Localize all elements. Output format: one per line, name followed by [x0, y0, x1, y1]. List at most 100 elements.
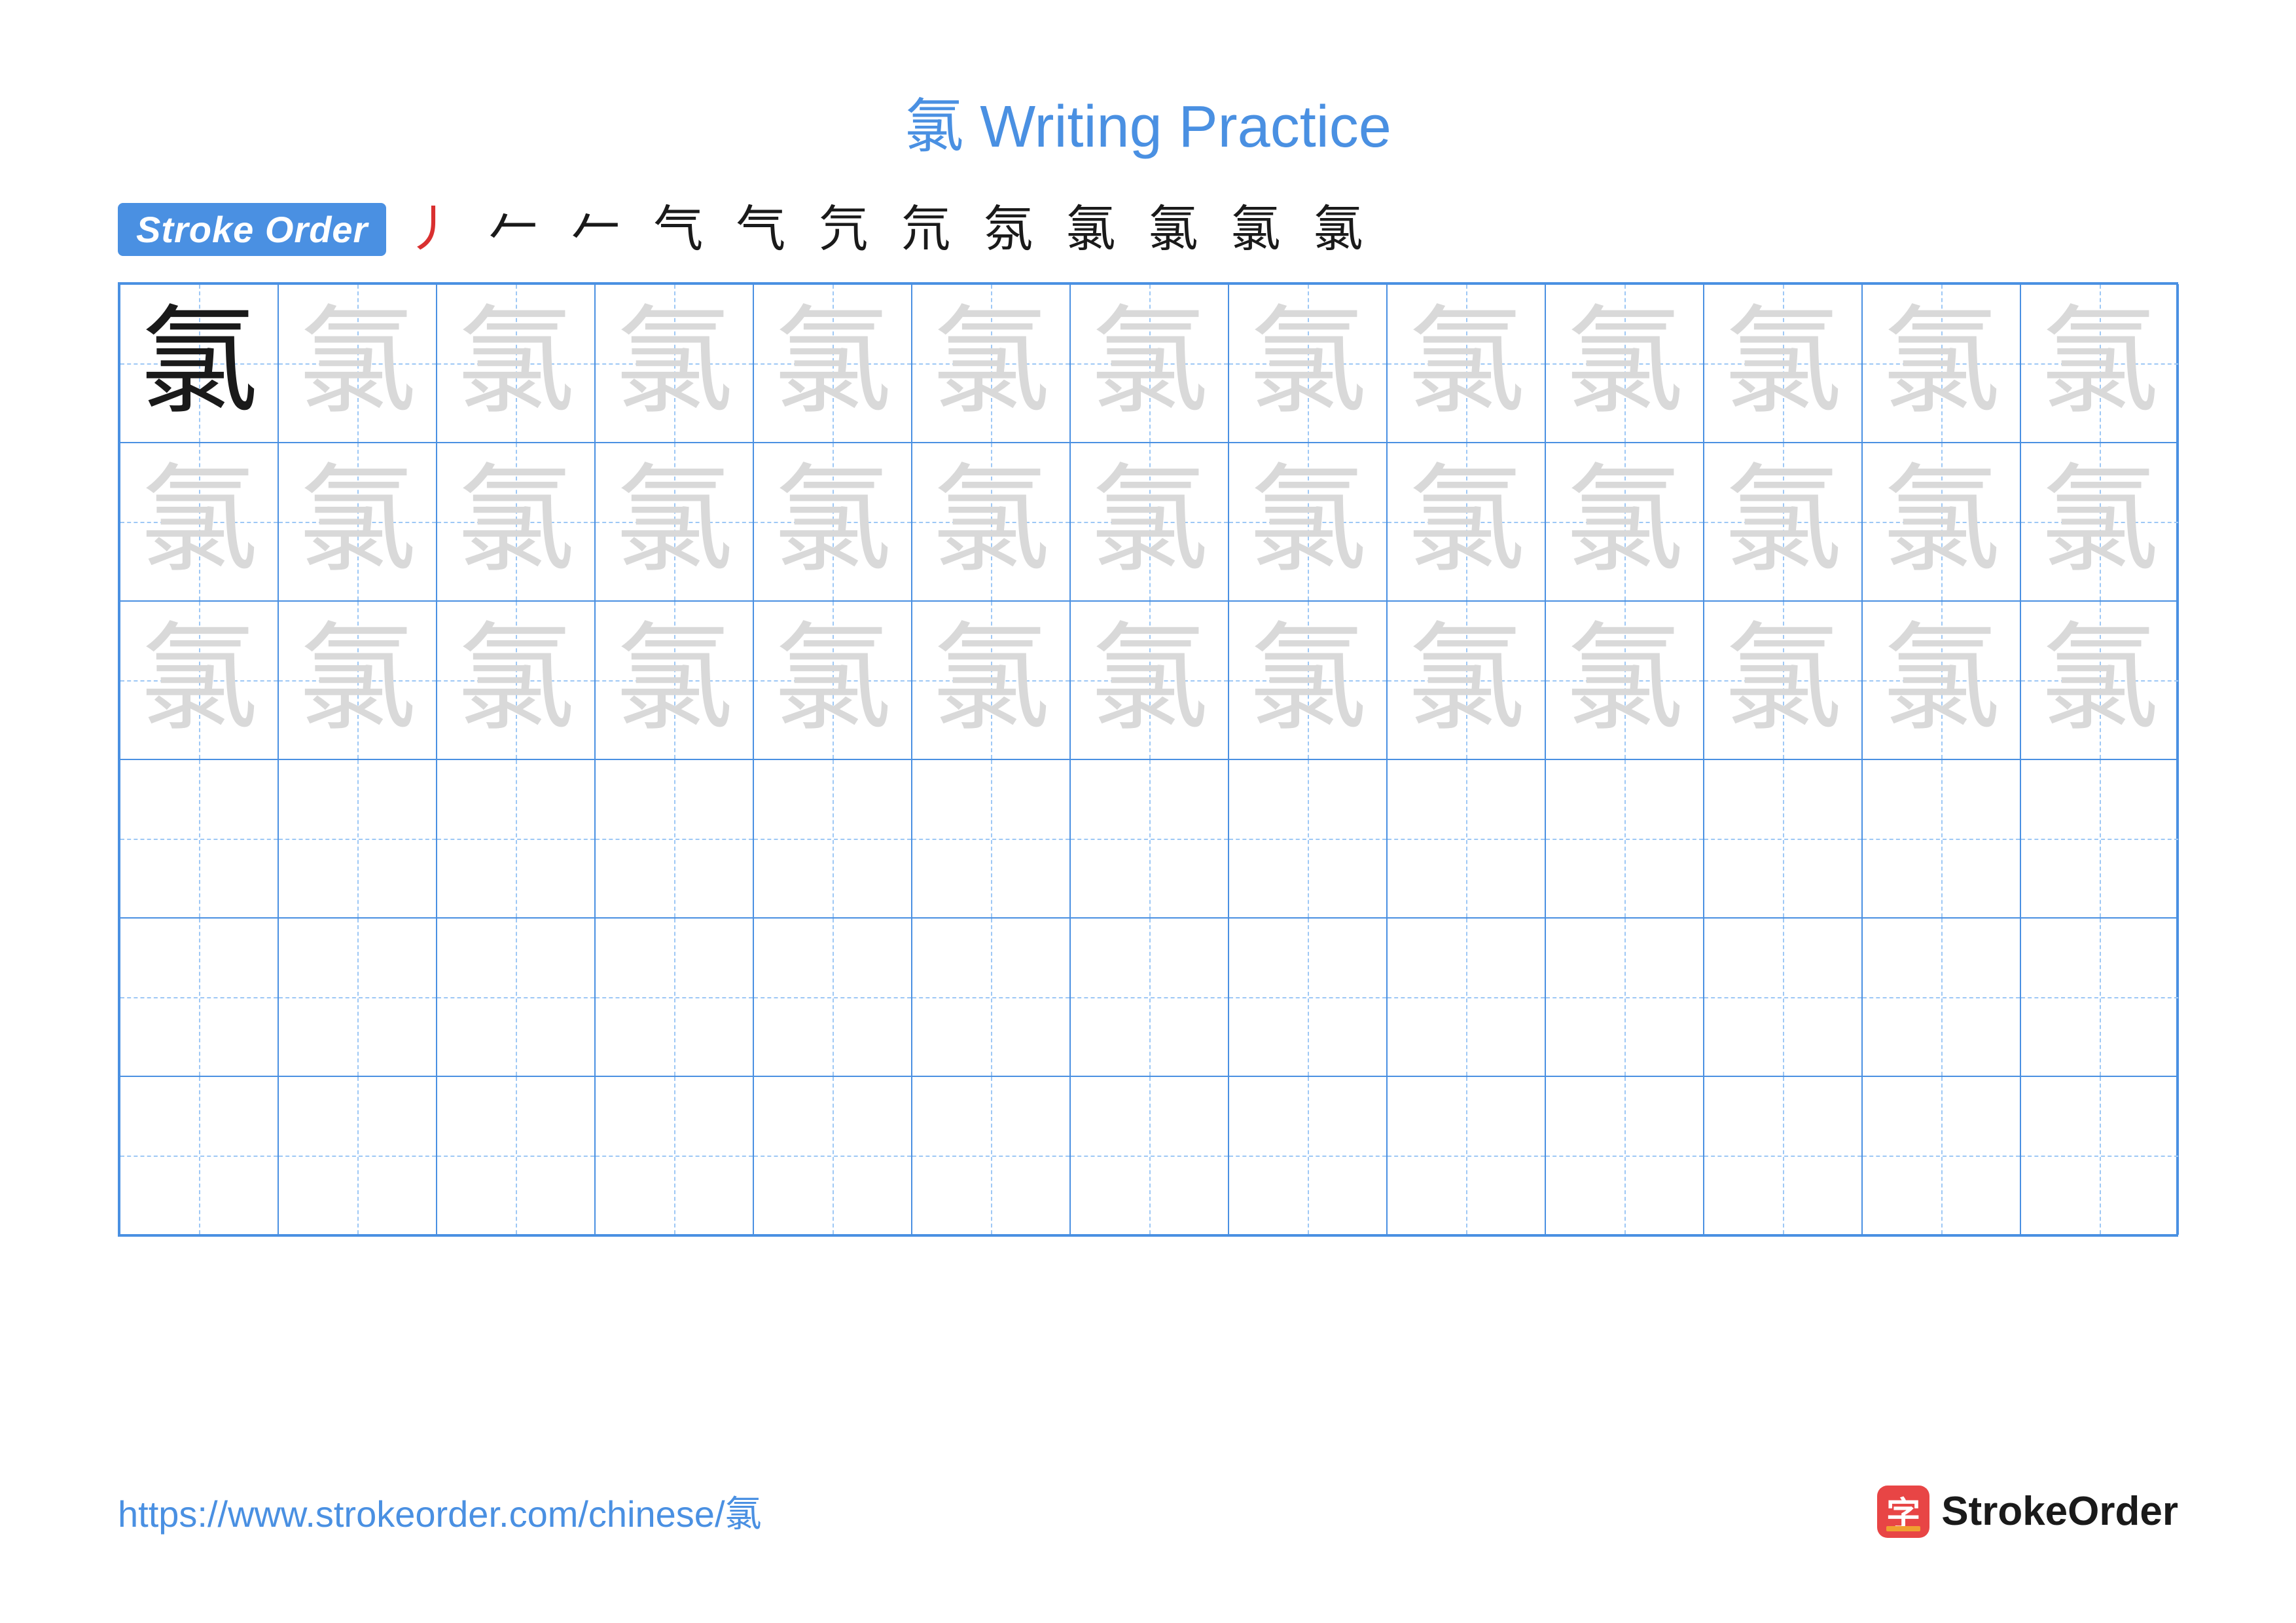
- practice-character: 氯: [1249, 463, 1367, 581]
- grid-cell: [1545, 1076, 1704, 1235]
- grid-cell: 氯: [1862, 601, 2020, 759]
- grid-cell: 氯: [120, 443, 278, 601]
- grid-cell: 氯: [437, 601, 595, 759]
- grid-cell: [1387, 918, 1545, 1076]
- stroke-step-9: 氯: [1066, 205, 1115, 255]
- practice-grid: 氯氯氯氯氯氯氯氯氯氯氯氯氯氯氯氯氯氯氯氯氯氯氯氯氯氯氯氯氯氯氯氯氯氯氯氯氯氯氯: [118, 282, 2178, 1237]
- grid-cell: [753, 918, 912, 1076]
- stroke-step-2: 𠂉: [488, 205, 538, 255]
- practice-character: 氯: [140, 621, 258, 739]
- grid-cell: [1070, 918, 1229, 1076]
- stroke-step-5: 气: [736, 205, 785, 255]
- stroke-sequence: 丿𠂉𠂉气气氕氘氛氯氯氯氯: [406, 205, 1363, 255]
- grid-cell: 氯: [120, 601, 278, 759]
- practice-character: 氯: [298, 304, 416, 422]
- grid-cell: [595, 1076, 753, 1235]
- practice-character: 氯: [615, 463, 733, 581]
- practice-character: 氯: [1407, 621, 1525, 739]
- practice-character: 氯: [140, 304, 258, 422]
- grid-cell: 氯: [437, 284, 595, 443]
- grid-cell: 氯: [120, 284, 278, 443]
- grid-cell: [120, 759, 278, 918]
- stroke-step-7: 氘: [901, 205, 950, 255]
- grid-cell: [437, 1076, 595, 1235]
- practice-character: 氯: [298, 621, 416, 739]
- practice-character: 氯: [932, 304, 1050, 422]
- stroke-order-badge: Stroke Order: [118, 203, 386, 256]
- practice-character: 氯: [1407, 463, 1525, 581]
- stroke-order-row: Stroke Order 丿𠂉𠂉气气氕氘氛氯氯氯氯: [118, 203, 2178, 256]
- grid-cell: [1387, 759, 1545, 918]
- practice-character: 氯: [774, 463, 891, 581]
- practice-character: 氯: [774, 304, 891, 422]
- grid-cell: [278, 1076, 437, 1235]
- grid-cell: 氯: [1070, 601, 1229, 759]
- grid-cell: [912, 759, 1070, 918]
- practice-character: 氯: [2041, 621, 2159, 739]
- practice-character: 氯: [1090, 621, 1208, 739]
- grid-cell: 氯: [595, 443, 753, 601]
- stroke-step-6: 氕: [818, 205, 868, 255]
- grid-cell: 氯: [1545, 601, 1704, 759]
- grid-cell: 氯: [1545, 284, 1704, 443]
- grid-cell: [1704, 918, 1862, 1076]
- grid-cell: [1545, 918, 1704, 1076]
- grid-cell: 氯: [437, 443, 595, 601]
- grid-cell: 氯: [912, 284, 1070, 443]
- footer: https://www.strokeorder.com/chinese/氯 字 …: [118, 1485, 2178, 1538]
- grid-cell: [1070, 1076, 1229, 1235]
- grid-cell: 氯: [2020, 284, 2179, 443]
- practice-character: 氯: [932, 463, 1050, 581]
- grid-cell: [1704, 759, 1862, 918]
- stroke-step-8: 氛: [983, 205, 1033, 255]
- grid-cell: 氯: [1229, 601, 1387, 759]
- practice-character: 氯: [615, 304, 733, 422]
- practice-character: 氯: [1249, 621, 1367, 739]
- practice-character: 氯: [1407, 304, 1525, 422]
- practice-character: 氯: [2041, 463, 2159, 581]
- grid-cell: 氯: [595, 601, 753, 759]
- practice-character: 氯: [2041, 304, 2159, 422]
- grid-cell: 氯: [278, 443, 437, 601]
- practice-character: 氯: [615, 621, 733, 739]
- grid-cell: [1545, 759, 1704, 918]
- logo-text: StrokeOrder: [1941, 1488, 2178, 1535]
- grid-cell: 氯: [1704, 284, 1862, 443]
- grid-cell: 氯: [753, 284, 912, 443]
- practice-character: 氯: [457, 304, 575, 422]
- grid-cell: [753, 759, 912, 918]
- practice-character: 氯: [457, 621, 575, 739]
- grid-cell: 氯: [2020, 601, 2179, 759]
- grid-cell: [1862, 918, 2020, 1076]
- grid-cell: 氯: [912, 443, 1070, 601]
- grid-cell: 氯: [1387, 443, 1545, 601]
- grid-cell: [437, 918, 595, 1076]
- grid-cell: 氯: [1862, 284, 2020, 443]
- practice-character: 氯: [1249, 304, 1367, 422]
- grid-cell: [1387, 1076, 1545, 1235]
- grid-cell: 氯: [1862, 443, 2020, 601]
- stroke-step-10: 氯: [1148, 205, 1198, 255]
- grid-cell: [2020, 1076, 2179, 1235]
- practice-character: 氯: [457, 463, 575, 581]
- title-suffix: Writing Practice: [963, 94, 1391, 160]
- grid-cell: [120, 1076, 278, 1235]
- grid-cell: 氯: [1704, 443, 1862, 601]
- practice-character: 氯: [1566, 621, 1683, 739]
- stroke-step-12: 氯: [1313, 205, 1363, 255]
- source-url[interactable]: https://www.strokeorder.com/chinese/氯: [118, 1485, 762, 1538]
- stroke-step-4: 气: [653, 205, 703, 255]
- grid-cell: [912, 1076, 1070, 1235]
- title-character: 氯: [905, 94, 963, 160]
- practice-character: 氯: [1090, 304, 1208, 422]
- grid-cell: [1862, 1076, 2020, 1235]
- grid-cell: 氯: [1229, 443, 1387, 601]
- grid-cell: [1070, 759, 1229, 918]
- stroke-step-11: 氯: [1230, 205, 1280, 255]
- grid-cell: [437, 759, 595, 918]
- practice-character: 氯: [140, 463, 258, 581]
- grid-cell: 氯: [2020, 443, 2179, 601]
- grid-cell: 氯: [753, 601, 912, 759]
- grid-cell: [120, 918, 278, 1076]
- practice-character: 氯: [932, 621, 1050, 739]
